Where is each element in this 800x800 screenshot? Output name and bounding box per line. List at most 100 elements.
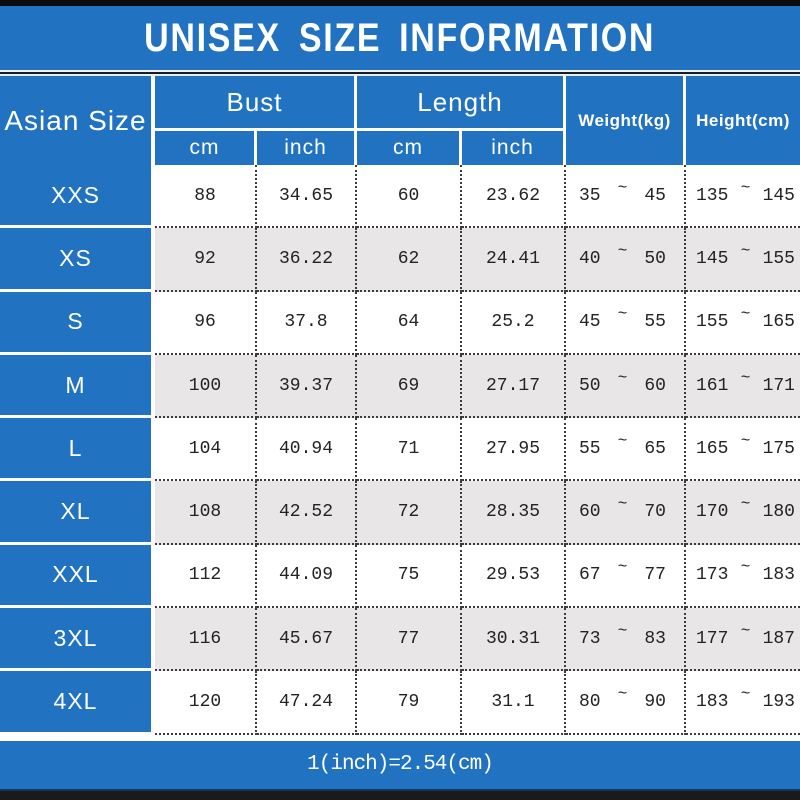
title-banner: UNISEX SIZE INFORMATION [0, 6, 800, 70]
column-header-asian-size: Asian Size [0, 76, 155, 165]
table-row: M 100 39.37 69 27.17 50 ~ 60 161 ~ 171 [0, 354, 800, 419]
weight-max-value: 50 [644, 248, 666, 269]
height-max-value: 180 [762, 502, 795, 523]
table-row: XL 108 42.52 72 28.35 60 ~ 70 170 ~ 180 [0, 481, 800, 545]
bust-cm-value: 112 [155, 544, 257, 609]
weight-min-value: 50 [579, 375, 601, 396]
column-group-length: Length [357, 76, 566, 131]
tilde-separator: ~ [617, 685, 628, 704]
bust-inch-value: 40.94 [257, 418, 357, 482]
tilde-separator: ~ [740, 558, 751, 577]
height-range: 170 ~ 180 [686, 481, 800, 545]
column-header-height: Height(cm) [686, 76, 800, 165]
length-inch-value: 28.35 [462, 481, 566, 545]
page-title: UNISEX SIZE INFORMATION [144, 15, 656, 60]
tilde-separator: ~ [740, 178, 751, 197]
length-inch-value: 27.95 [462, 418, 566, 482]
tilde-separator: ~ [617, 305, 628, 324]
tilde-separator: ~ [617, 368, 628, 387]
height-max-value: 165 [762, 312, 795, 333]
height-max-value: 183 [762, 565, 795, 586]
height-min-value: 165 [696, 438, 729, 459]
height-range: 173 ~ 183 [686, 544, 800, 609]
tilde-separator: ~ [617, 558, 628, 577]
weight-min-value: 35 [579, 185, 601, 206]
height-min-value: 145 [696, 248, 729, 269]
tilde-separator: ~ [617, 621, 628, 640]
weight-range: 50 ~ 60 [566, 354, 686, 419]
height-max-value: 155 [762, 248, 795, 269]
height-max-value: 175 [762, 438, 795, 459]
bottom-border-bar [0, 790, 800, 800]
weight-min-value: 55 [579, 438, 601, 459]
bust-cm-value: 88 [155, 165, 257, 229]
weight-min-value: 67 [579, 565, 601, 586]
tilde-separator: ~ [740, 621, 751, 640]
tilde-separator: ~ [740, 368, 751, 387]
height-range: 165 ~ 175 [686, 418, 800, 482]
weight-range: 73 ~ 83 [566, 608, 686, 672]
height-min-value: 135 [696, 185, 729, 206]
weight-max-value: 45 [644, 185, 666, 206]
weight-min-value: 40 [579, 248, 601, 269]
size-label: XL [0, 481, 155, 545]
weight-min-value: 80 [579, 692, 601, 713]
column-group-bust: Bust [155, 76, 357, 131]
bust-inch-value: 34.65 [257, 165, 357, 229]
conversion-note: 1(inch)=2.54(cm) [307, 753, 494, 777]
weight-range: 55 ~ 65 [566, 418, 686, 482]
table-header: Asian Size Bust Length Weight(kg) Height… [0, 76, 800, 165]
tilde-separator: ~ [740, 241, 751, 260]
length-inch-value: 27.17 [462, 354, 566, 419]
height-range: 177 ~ 187 [686, 608, 800, 672]
length-cm-value: 71 [357, 418, 462, 482]
weight-min-value: 45 [579, 312, 601, 333]
size-label: 3XL [0, 608, 155, 672]
tilde-separator: ~ [617, 241, 628, 260]
unit-header-bust-inch: inch [257, 131, 357, 165]
height-max-value: 171 [762, 375, 795, 396]
height-range: 183 ~ 193 [686, 671, 800, 735]
height-min-value: 161 [696, 375, 729, 396]
table-row: XXS 88 34.65 60 23.62 35 ~ 45 135 ~ 145 [0, 165, 800, 229]
length-cm-value: 60 [357, 165, 462, 229]
table-row: 3XL 116 45.67 77 30.31 73 ~ 83 177 ~ 187 [0, 608, 800, 672]
length-inch-value: 23.62 [462, 165, 566, 229]
weight-range: 80 ~ 90 [566, 671, 686, 735]
bust-inch-value: 44.09 [257, 544, 357, 609]
length-inch-value: 31.1 [462, 671, 566, 735]
bust-cm-value: 100 [155, 354, 257, 419]
tilde-separator: ~ [740, 685, 751, 704]
size-label: S [0, 291, 155, 355]
unit-header-length-inch: inch [462, 131, 566, 165]
height-max-value: 193 [762, 692, 795, 713]
column-header-weight: Weight(kg) [566, 76, 686, 165]
size-label: M [0, 354, 155, 419]
weight-max-value: 83 [644, 628, 666, 649]
size-label: 4XL [0, 671, 155, 735]
height-min-value: 183 [696, 692, 729, 713]
title-divider [0, 70, 800, 76]
length-cm-value: 77 [357, 608, 462, 672]
length-inch-value: 25.2 [462, 291, 566, 355]
length-cm-value: 79 [357, 671, 462, 735]
weight-min-value: 73 [579, 628, 601, 649]
bust-cm-value: 96 [155, 291, 257, 355]
bust-inch-value: 45.67 [257, 608, 357, 672]
tilde-separator: ~ [617, 495, 628, 514]
weight-max-value: 55 [644, 312, 666, 333]
length-cm-value: 72 [357, 481, 462, 545]
bust-cm-value: 104 [155, 418, 257, 482]
weight-range: 67 ~ 77 [566, 544, 686, 609]
length-cm-value: 62 [357, 228, 462, 292]
height-max-value: 187 [762, 628, 795, 649]
height-range: 145 ~ 155 [686, 228, 800, 292]
length-inch-value: 29.53 [462, 544, 566, 609]
table-row: XS 92 36.22 62 24.41 40 ~ 50 145 ~ 155 [0, 228, 800, 292]
size-label: L [0, 418, 155, 482]
bust-inch-value: 36.22 [257, 228, 357, 292]
tilde-separator: ~ [617, 178, 628, 197]
height-min-value: 170 [696, 502, 729, 523]
weight-max-value: 70 [644, 502, 666, 523]
unit-header-bust-cm: cm [155, 131, 257, 165]
